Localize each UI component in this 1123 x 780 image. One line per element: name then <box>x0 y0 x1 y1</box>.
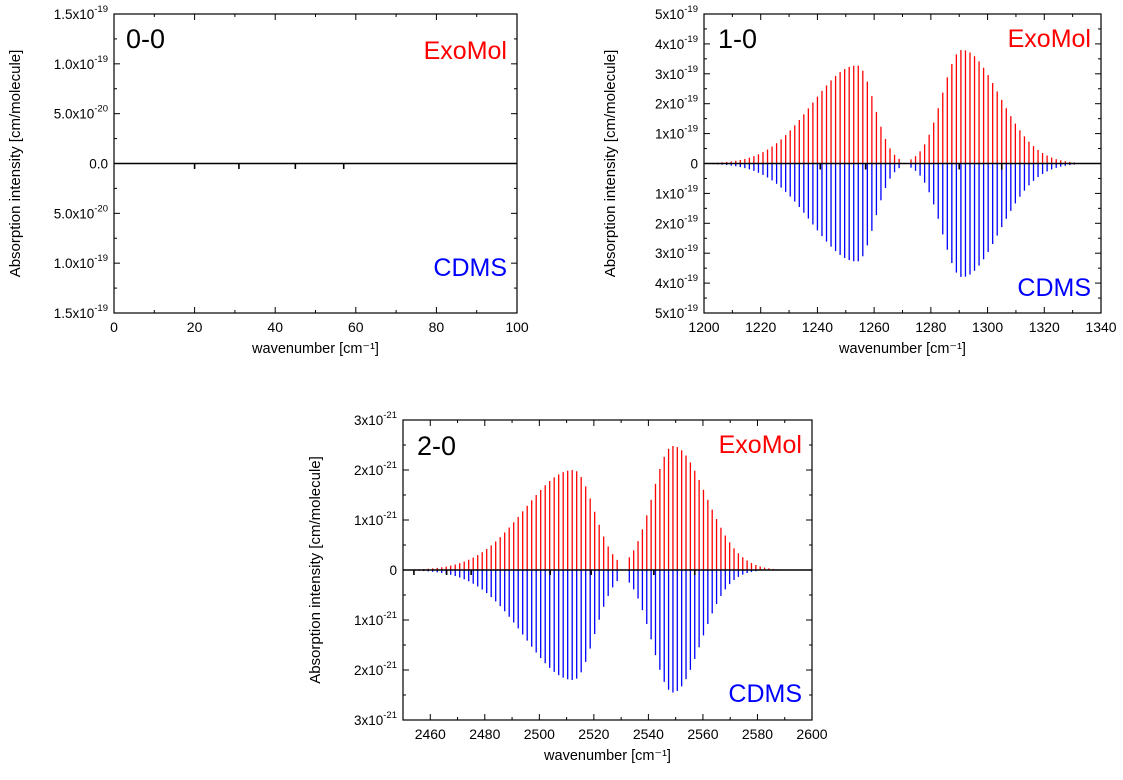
series-cdms <box>703 163 1075 277</box>
x-tick-label: 40 <box>267 319 283 335</box>
y-tick-label: 5x10-19 <box>655 303 698 321</box>
y-axis: 5x10-19 4x10-19 3x10-19 2x10-19 1x10-19 0 1x10… <box>655 4 1101 321</box>
x-tick-label: 1200 <box>688 319 719 335</box>
y-tick-label: 1.5x10-19 <box>54 4 108 22</box>
x-tick-label: 2480 <box>469 726 500 742</box>
minor-lines <box>819 163 1003 170</box>
y-tick-label: 3x10-21 <box>354 710 397 728</box>
y-tick-label: 1x10-21 <box>354 510 397 528</box>
series-label-cdms: CDMS <box>728 680 802 708</box>
y-tick-label: 3x10-19 <box>655 64 698 82</box>
panel-label: 0-0 <box>126 24 165 54</box>
series-label-cdms: CDMS <box>433 254 507 282</box>
x-axis: 1200 1220 1240 1260 1280 1300 1320 1340 <box>688 14 1117 335</box>
y-tick-label: 3x10-19 <box>655 243 698 261</box>
x-tick-label: 0 <box>110 319 118 335</box>
y-tick-label: 1x10-19 <box>655 183 698 201</box>
y-axis-label: Absorption intensity [cm/molecule] <box>7 50 24 278</box>
series-label-exomol: ExoMol <box>719 431 802 459</box>
y-axis-label: Absorption intensity [cm/molecule] <box>307 456 324 684</box>
x-axis-label: wavenumber [cm⁻¹] <box>543 748 671 764</box>
series-cdms <box>405 570 757 693</box>
panel-label: 2-0 <box>417 431 456 461</box>
spectral-lines <box>703 50 1075 277</box>
x-tick-label: 1280 <box>915 319 946 335</box>
series-label-exomol: ExoMol <box>1008 25 1091 53</box>
y-tick-label: 1.0x10-19 <box>54 253 108 271</box>
minor-lines <box>413 570 696 575</box>
x-tick-label: 100 <box>505 319 529 335</box>
x-axis: 2460 2480 2500 2520 2540 2560 2580 2600 <box>402 420 828 742</box>
series-exomol <box>703 50 1075 164</box>
y-tick-label: 1x10-21 <box>354 610 397 628</box>
series-exomol <box>405 446 805 570</box>
x-tick-label: 2560 <box>687 726 718 742</box>
y-tick-label: 2x10-19 <box>655 213 698 231</box>
series-label-cdms: CDMS <box>1017 274 1091 302</box>
x-tick-label: 1320 <box>1029 319 1060 335</box>
series-label-exomol: ExoMol <box>424 37 507 65</box>
x-tick-label: 2460 <box>415 726 446 742</box>
y-tick-label: 3x10-21 <box>354 410 397 428</box>
y-tick-label: 4x10-19 <box>655 273 698 291</box>
y-tick-label: 2x10-21 <box>354 460 397 478</box>
x-tick-label: 2540 <box>633 726 664 742</box>
y-tick-label: 1x10-19 <box>655 124 698 142</box>
y-axis: 3x10-21 2x10-21 1x10-21 0 1x10-21 2x10-21 3x10… <box>354 410 812 728</box>
x-axis: 0 20 40 60 80 100 <box>110 14 529 335</box>
panel-label: 1-0 <box>718 24 757 54</box>
x-tick-label: 1220 <box>745 319 776 335</box>
x-tick-label: 2500 <box>524 726 555 742</box>
y-tick-label: 2x10-21 <box>354 660 397 678</box>
x-axis-label: wavenumber [cm⁻¹] <box>251 341 379 357</box>
x-tick-label: 1300 <box>972 319 1003 335</box>
x-tick-label: 2520 <box>578 726 609 742</box>
y-tick-label: 0.0 <box>89 157 108 172</box>
y-tick-label: 1.0x10-19 <box>54 54 108 72</box>
x-tick-label: 1240 <box>802 319 833 335</box>
x-tick-label: 2600 <box>796 726 827 742</box>
y-tick-label: 5.0x10-20 <box>54 203 108 221</box>
y-axis-label: Absorption intensity [cm/molecule] <box>602 50 619 278</box>
x-tick-label: 1260 <box>859 319 890 335</box>
spectral-lines <box>405 446 805 693</box>
y-axis: 1.5x10-19 1.0x10-19 5.0x10-20 0.0 5.0x10-20 1… <box>54 4 517 321</box>
chart-panel-2-0: 2460 2480 2500 2520 2540 2560 2580 2600 3x10-21 2… <box>307 410 828 764</box>
x-tick-label: 20 <box>187 319 203 335</box>
y-tick-label: 0 <box>690 157 698 172</box>
y-tick-label: 1.5x10-19 <box>54 303 108 321</box>
y-tick-label: 2x10-19 <box>655 94 698 112</box>
x-tick-label: 2580 <box>742 726 773 742</box>
chart-panel-0-0: 0 20 40 60 80 1001.5x10-191.0x10-195.0x10-200… <box>7 4 529 357</box>
y-tick-label: 4x10-19 <box>655 34 698 52</box>
y-tick-label: 0 <box>389 563 397 578</box>
y-tick-label: 5.0x10-20 <box>54 104 108 122</box>
x-tick-label: 80 <box>429 319 445 335</box>
x-tick-label: 1340 <box>1085 319 1116 335</box>
chart-panel-1-0: 1200 1220 1240 1260 1280 1300 1320 1340 5x10-19 4… <box>602 4 1117 357</box>
x-axis-label: wavenumber [cm⁻¹] <box>838 341 966 357</box>
y-tick-label: 5x10-19 <box>655 4 698 22</box>
minor-lines <box>193 163 345 169</box>
x-tick-label: 60 <box>348 319 364 335</box>
